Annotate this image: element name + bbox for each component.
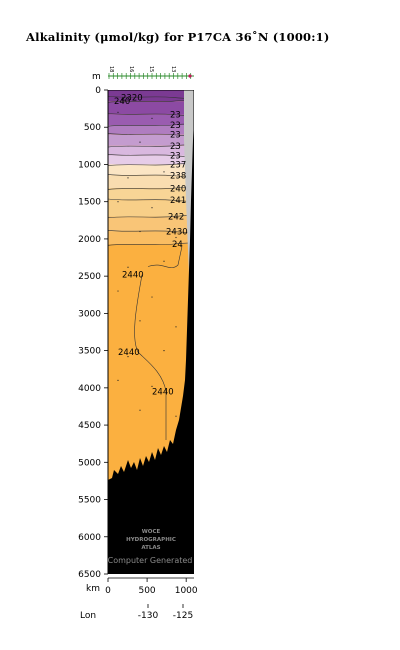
contour-label: 23 bbox=[170, 142, 181, 152]
distance-axis: km 0 500 1000 bbox=[86, 577, 198, 596]
sample-point bbox=[151, 117, 153, 119]
sample-point bbox=[139, 409, 141, 411]
depth-tick-label: 4500 bbox=[78, 421, 101, 431]
contour-label: 2430 bbox=[166, 227, 188, 237]
contour-band bbox=[108, 101, 194, 115]
contour-label: 23 bbox=[170, 121, 181, 131]
contour-label: 2440 bbox=[118, 348, 140, 358]
depth-tick-label: 2500 bbox=[78, 272, 101, 282]
sample-point bbox=[117, 290, 119, 292]
depth-axis: 0 500 1000 1500 2000 2500 3000 3500 4000 4500 5000… bbox=[78, 86, 109, 580]
contour-label: 23 bbox=[170, 111, 181, 121]
distance-tick-label: 0 bbox=[105, 586, 111, 596]
contour-band bbox=[108, 231, 194, 245]
sample-point bbox=[117, 111, 119, 113]
sample-point bbox=[127, 177, 129, 179]
longitude-axis-label: Lon bbox=[80, 611, 96, 621]
seafloor-bathymetry bbox=[108, 120, 194, 574]
longitude-tick-label: -125 bbox=[173, 611, 193, 621]
contour-label: 2440 bbox=[152, 388, 174, 398]
depth-tick-label: 3500 bbox=[78, 347, 101, 357]
contour-label: 242 bbox=[168, 213, 184, 223]
contour-band bbox=[108, 188, 194, 201]
depth-tick-label: 0 bbox=[95, 86, 101, 96]
longitude-tick-label: -130 bbox=[138, 611, 159, 621]
distance-tick-label: 1000 bbox=[175, 586, 198, 596]
contour-band bbox=[108, 90, 194, 102]
contour-band bbox=[108, 124, 194, 135]
sample-point bbox=[117, 201, 119, 203]
depth-tick-label: 1000 bbox=[78, 160, 101, 170]
contour-band bbox=[108, 114, 194, 125]
depth-tick-label: 2000 bbox=[78, 235, 101, 245]
station-label: 15 bbox=[148, 66, 154, 72]
sample-point bbox=[139, 320, 141, 322]
watermark-line3: ATLAS bbox=[141, 545, 160, 551]
contour-band bbox=[108, 164, 194, 176]
depth-tick-label: 5500 bbox=[78, 496, 101, 506]
contour-label: 23 bbox=[170, 152, 181, 162]
depth-tick-label: 5000 bbox=[78, 458, 101, 468]
contour-line bbox=[134, 274, 167, 440]
plot-area bbox=[108, 90, 194, 574]
station-label: 18 bbox=[108, 66, 114, 72]
sample-point bbox=[117, 379, 119, 381]
contour-label: 24 bbox=[172, 240, 183, 250]
sample-point bbox=[127, 356, 129, 358]
watermark-line2: HYDROGRAPHIC bbox=[126, 537, 176, 543]
contour-label: 240 bbox=[114, 97, 130, 107]
contour-label: 23 bbox=[170, 131, 181, 141]
distance-tick-label: 500 bbox=[138, 586, 155, 596]
longitude-axis: Lon -130 -125 bbox=[80, 604, 193, 621]
watermark: WOCE HYDROGRAPHIC ATLAS Computer Generat… bbox=[108, 529, 193, 565]
depth-unit-label: m bbox=[92, 72, 101, 82]
sample-point bbox=[151, 385, 153, 387]
depth-tick-label: 3000 bbox=[78, 309, 101, 319]
depth-tick-label: 6500 bbox=[78, 570, 101, 580]
sample-point bbox=[175, 236, 177, 239]
sample-point bbox=[151, 207, 153, 209]
sample-point bbox=[163, 350, 165, 352]
depth-tick-label: 4000 bbox=[78, 384, 101, 394]
contour-label: 2320 bbox=[121, 93, 143, 103]
station-label: 13 bbox=[170, 66, 176, 72]
sample-point bbox=[163, 171, 165, 173]
sample-point bbox=[139, 141, 141, 143]
contour-label: 241 bbox=[170, 196, 186, 206]
contour-band bbox=[108, 145, 194, 156]
sample-point bbox=[139, 230, 141, 233]
contour-line bbox=[147, 246, 183, 268]
sample-point bbox=[175, 147, 177, 149]
sample-point bbox=[175, 415, 177, 417]
contour-band bbox=[108, 216, 194, 232]
depth-tick-label: 1500 bbox=[78, 198, 101, 208]
depth-tick-label: 500 bbox=[84, 123, 101, 133]
sample-point bbox=[151, 296, 153, 298]
watermark-line4: Computer Generated bbox=[108, 556, 193, 565]
depth-tick-label: 6000 bbox=[78, 533, 101, 543]
sample-point bbox=[127, 266, 129, 268]
sample-point bbox=[175, 326, 177, 328]
chart-title: Alkalinity (μmol/kg) for P17CA 36˚N (100… bbox=[26, 30, 330, 44]
station-label: 16 bbox=[128, 66, 134, 72]
distance-unit-label: km bbox=[86, 584, 100, 594]
contour-label: 238 bbox=[170, 172, 186, 182]
contour-band bbox=[108, 155, 194, 165]
station-strip: m 18 16 15 13 bbox=[92, 66, 194, 82]
sample-point bbox=[163, 260, 165, 262]
station-end-marker bbox=[188, 74, 192, 78]
contour-band bbox=[108, 200, 194, 217]
watermark-line1: WOCE bbox=[142, 529, 161, 535]
contour-label: 237 bbox=[170, 160, 186, 170]
contour-band bbox=[108, 134, 194, 146]
contour-label: 240 bbox=[170, 184, 186, 194]
contour-label: 2440 bbox=[122, 271, 144, 281]
contour-band bbox=[108, 175, 194, 189]
